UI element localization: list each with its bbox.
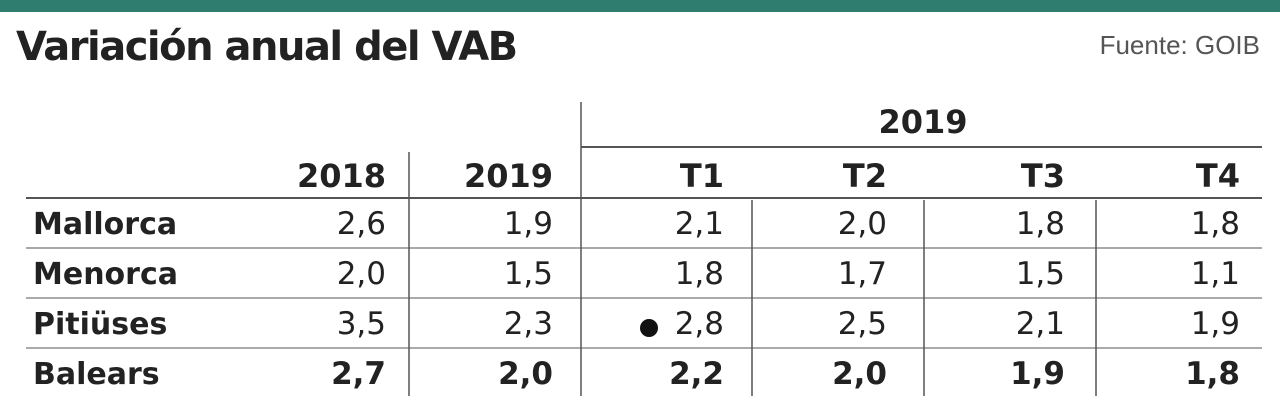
column-header: 2018 — [297, 157, 386, 195]
table-cell: 1,5 — [1016, 256, 1065, 292]
table-cell: 1,8 — [1016, 206, 1065, 242]
table-cell: 1,8 — [1185, 356, 1240, 392]
table-cell: 2,1 — [675, 206, 724, 242]
table-cell: 1,5 — [504, 256, 553, 292]
table-cell: 1,9 — [1191, 306, 1240, 342]
table-cell: 2,0 — [838, 206, 887, 242]
table-cell: 2,0 — [337, 256, 386, 292]
bullet-marker — [640, 319, 658, 337]
top-accent-bar — [0, 0, 1280, 12]
column-header: T3 — [1021, 157, 1065, 195]
column-header: T1 — [680, 157, 724, 195]
table-cell: 2,0 — [832, 356, 887, 392]
chart-title: Variación anual del VAB — [16, 24, 518, 70]
table-cell: 3,5 — [337, 306, 386, 342]
column-header: T4 — [1196, 157, 1240, 195]
table-cell: 1,7 — [838, 256, 887, 292]
column-header: T2 — [843, 157, 887, 195]
table-cell: 2,2 — [669, 356, 724, 392]
table-cell: 1,8 — [675, 256, 724, 292]
table-cell: 2,0 — [498, 356, 553, 392]
table-cell: 1,9 — [1010, 356, 1065, 392]
row-label: Pitiüses — [33, 307, 167, 342]
table-cell: 2,5 — [838, 306, 887, 342]
table-cell: 1,8 — [1191, 206, 1240, 242]
table-cell: 2,3 — [504, 306, 553, 342]
table-cell: 2,7 — [331, 356, 386, 392]
table-cell: 1,9 — [504, 206, 553, 242]
table-cell: 2,8 — [675, 306, 724, 342]
source-note: Fuente: GOIB — [1099, 30, 1260, 60]
row-label: Mallorca — [33, 207, 177, 242]
table-rules — [26, 102, 1262, 396]
group-header-2019: 2019 — [878, 103, 967, 141]
table-cell: 2,6 — [337, 206, 386, 242]
row-label: Balears — [33, 357, 160, 392]
table-cells: 2018 2019 T1 T2 T3 T4 Mallorca 2,6 1,9 2,1 2,0 1,8 1… — [33, 157, 1240, 392]
column-header: 2019 — [464, 157, 553, 195]
table-cell: 1,1 — [1191, 256, 1240, 292]
table-cell: 2,1 — [1016, 306, 1065, 342]
row-label: Menorca — [33, 257, 178, 292]
